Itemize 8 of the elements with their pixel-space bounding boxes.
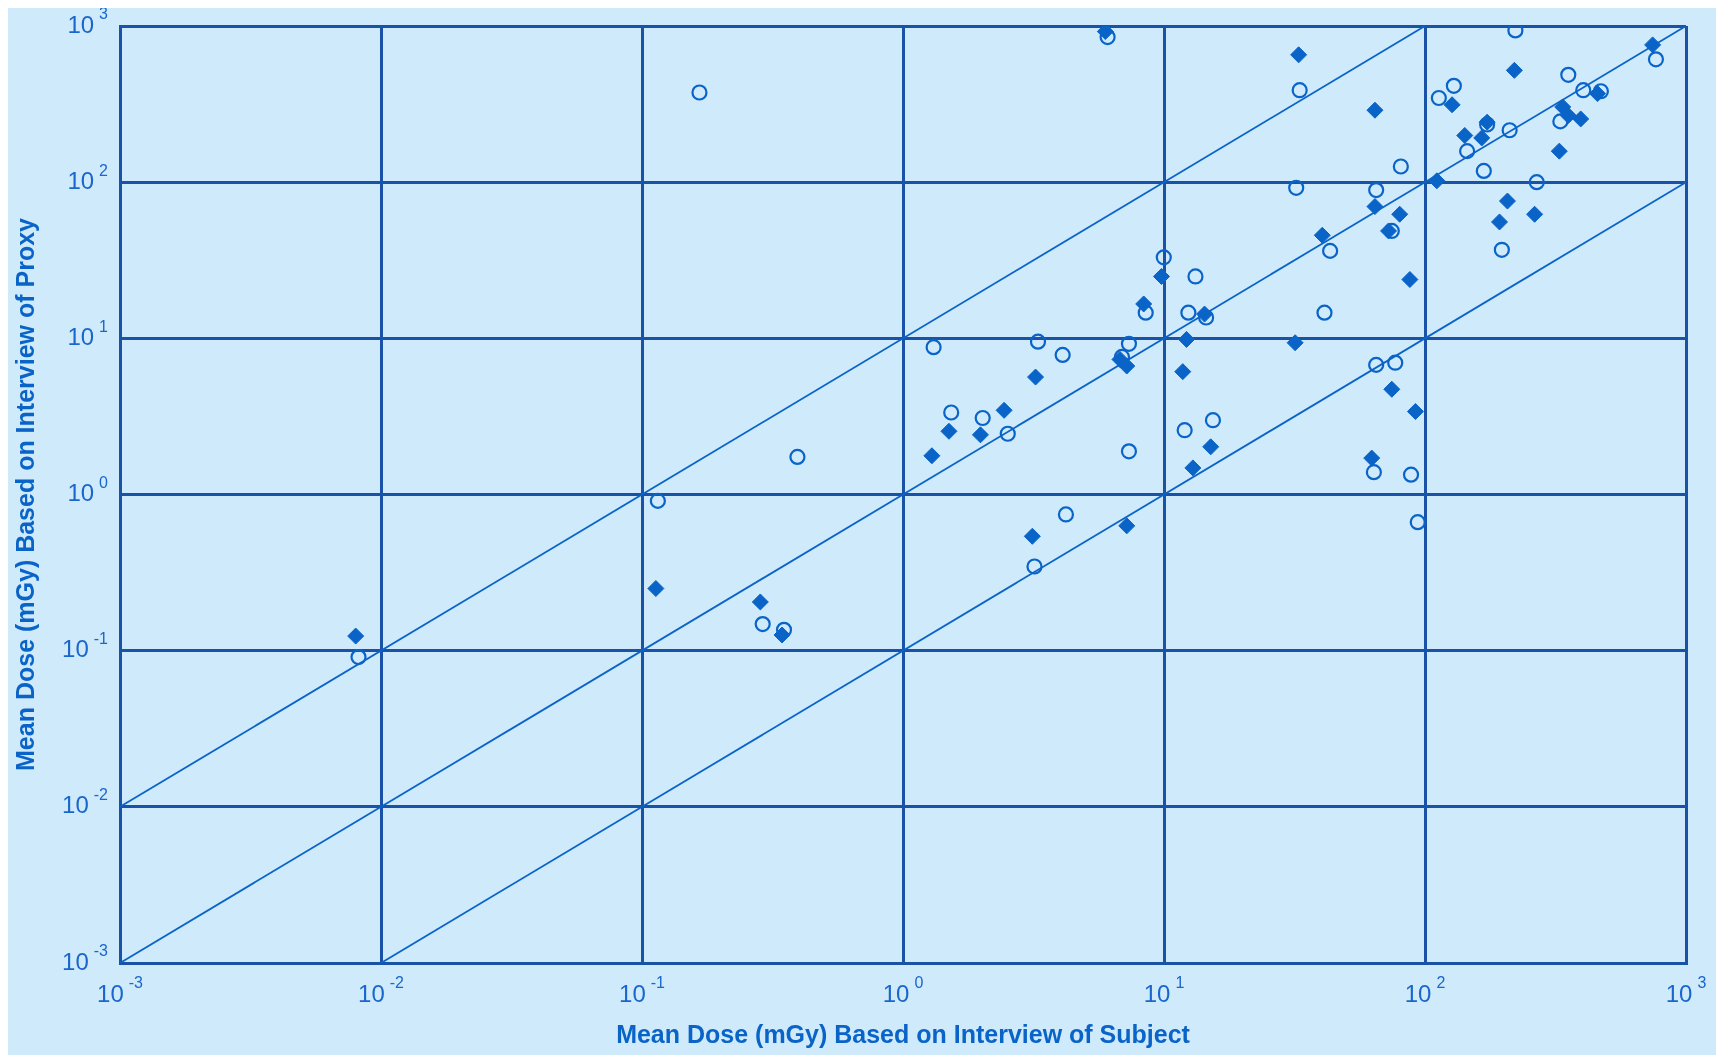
- y-axis-title: Mean Dose (mGy) Based on Interview of Proxy: [10, 217, 39, 771]
- y-tick-label: 10-2: [62, 786, 109, 819]
- y-tick-label: 10-3: [62, 942, 109, 975]
- x-tick-label: 10-2: [358, 974, 405, 1007]
- x-tick-label: 10-1: [619, 974, 666, 1007]
- y-tick-label: 10-1: [62, 630, 109, 663]
- x-axis-title: Mean Dose (mGy) Based on Interview of Subject: [616, 1019, 1191, 1048]
- x-tick-label: 10-3: [97, 974, 144, 1007]
